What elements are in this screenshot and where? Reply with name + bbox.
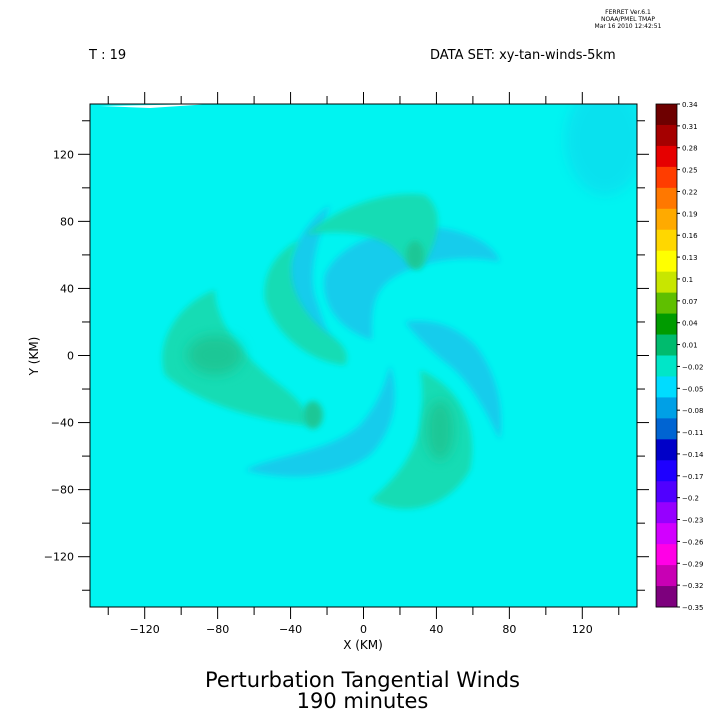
stamp-line-2: NOAA/PMEL TMAP: [601, 16, 655, 23]
spiral-arm-positive-2: [305, 194, 438, 270]
colorbar-swatch: [656, 124, 677, 147]
ferret-stamp: FERRET Ver.6.1 NOAA/PMEL TMAP Mar 16 201…: [588, 9, 668, 30]
y-tick-label: 120: [53, 148, 74, 161]
colorbar-label: 0.04: [682, 320, 698, 328]
colorbar-label: 0.31: [682, 123, 698, 131]
colorbar-swatch: [656, 418, 677, 440]
spiral-arm-negative-2: [245, 365, 395, 477]
colorbar-frame: [655, 103, 678, 608]
spiral-arm-negative-1: [324, 227, 500, 340]
colorbar-swatch: [656, 187, 677, 210]
colorbar: 0.34 0.31 0.28 0.25 0.22 0.19 0.16 0.13 0.1 0.07 0…: [655, 101, 704, 612]
y-tick-label: −40: [51, 417, 74, 430]
chart-title-line-1: Perturbation Tangential Winds: [205, 668, 520, 692]
colorbar-swatch: [656, 104, 677, 126]
spiral-arms: [162, 194, 502, 509]
colorbar-label: 0.07: [682, 298, 698, 306]
colorbar-swatch: [656, 481, 677, 503]
x-axis-title: X (KM): [343, 638, 383, 652]
colorbar-label: −0.29: [682, 560, 703, 568]
colorbar-swatch: [656, 397, 677, 419]
spiral-arm-negative-4: [405, 320, 502, 440]
x-tick-label: 80: [502, 623, 516, 636]
colorbar-swatch: [656, 145, 677, 168]
heatmap-corner-region: [565, 104, 637, 195]
x-tick-label: 0: [360, 623, 367, 636]
colorbar-label: −0.2: [682, 495, 699, 503]
y-tick-label: −120: [44, 551, 74, 564]
colorbar-swatch: [656, 334, 677, 356]
top-edge-artifact: [100, 104, 210, 108]
colorbar-label: 0.34: [682, 101, 698, 109]
colorbar-label: 0.22: [682, 188, 698, 196]
colorbar-swatch: [656, 355, 677, 377]
arm-core-4: [426, 400, 454, 460]
colorbar-label: 0.13: [682, 254, 698, 262]
x-tick-label: 40: [429, 623, 443, 636]
colorbar-swatch: [656, 250, 677, 273]
stamp-line-1: FERRET Ver.6.1: [605, 9, 651, 16]
x-tick-label: −40: [279, 623, 302, 636]
dataset-label: DATA SET: xy-tan-winds-5km: [430, 48, 616, 63]
colorbar-label: −0.23: [682, 517, 703, 525]
colorbar-label: −0.11: [682, 429, 703, 437]
colorbar-swatch: [656, 565, 677, 587]
colorbar-label: 0.1: [682, 276, 693, 284]
arm-core-2: [406, 241, 424, 269]
colorbar-swatch: [656, 166, 677, 189]
y-axis: 120 80 40 0 −40 −80 −120: [44, 120, 649, 591]
y-axis-title: Y (KM): [27, 337, 41, 377]
colorbar-label: −0.26: [682, 538, 704, 546]
y-tick-label: 40: [60, 282, 74, 295]
x-tick-label: −120: [130, 623, 160, 636]
colorbar-label: −0.08: [682, 407, 703, 415]
colorbar-swatch: [656, 502, 677, 524]
colorbar-label: −0.14: [682, 451, 704, 459]
colorbar-label: −0.05: [682, 385, 703, 393]
colorbar-swatch: [656, 208, 677, 231]
y-tick-label: 0: [67, 350, 74, 363]
colorbar-swatch: [656, 439, 677, 461]
heatmap-field: [90, 104, 637, 607]
stamp-line-3: Mar 16 2010 12:42:51: [594, 23, 662, 30]
y-tick-label: 80: [60, 215, 74, 228]
colorbar-swatch: [656, 586, 677, 608]
y-tick-label: −80: [51, 484, 74, 497]
x-tick-label: 120: [572, 623, 593, 636]
colorbar-label: −0.02: [682, 363, 703, 371]
colorbar-label: 0.01: [682, 342, 698, 350]
chart-title-line-2: 190 minutes: [296, 689, 429, 713]
colorbar-swatch: [656, 292, 677, 315]
x-axis: −120 −80 −40 0 40 80 120: [107, 92, 620, 636]
colorbar-swatch: [656, 271, 677, 294]
colorbar-label: −0.32: [682, 582, 703, 590]
spiral-arm-positive-4: [264, 240, 347, 365]
colorbar-label: 0.16: [682, 232, 698, 240]
chart-title: Perturbation Tangential Winds 190 minute…: [150, 670, 575, 712]
arm-core-1: [303, 401, 323, 429]
colorbar-label: 0.19: [682, 210, 698, 218]
colorbar-label: 0.25: [682, 167, 698, 175]
colorbar-swatch: [656, 229, 677, 252]
arm-core-3: [187, 335, 243, 375]
colorbar-label: −0.35: [682, 604, 703, 612]
colorbar-swatch: [656, 313, 677, 336]
colorbar-swatch: [656, 523, 677, 545]
colorbar-swatch: [656, 376, 677, 398]
colorbar-swatch: [656, 460, 677, 482]
colorbar-label: 0.28: [682, 145, 698, 153]
time-label: T : 19: [89, 48, 127, 63]
x-tick-label: −80: [206, 623, 229, 636]
colorbar-label: −0.17: [682, 473, 703, 481]
colorbar-swatch: [656, 544, 677, 566]
